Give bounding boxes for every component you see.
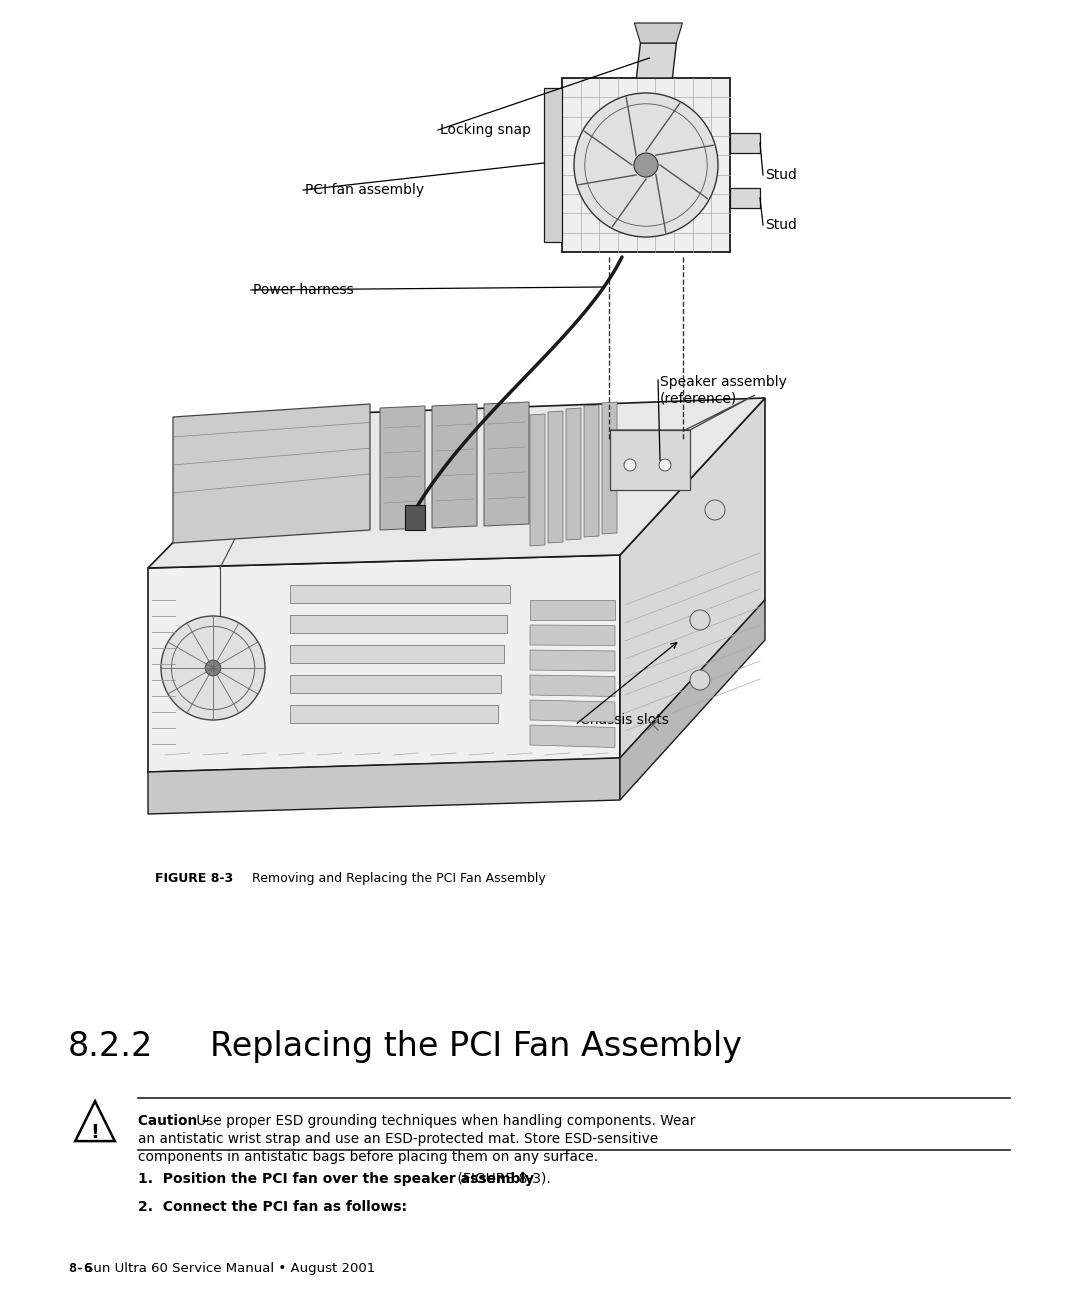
Polygon shape (548, 411, 563, 543)
Polygon shape (602, 402, 617, 534)
Polygon shape (405, 505, 426, 530)
Text: Power harness: Power harness (253, 283, 354, 297)
Circle shape (624, 459, 636, 470)
Polygon shape (530, 675, 615, 696)
Polygon shape (634, 23, 683, 43)
Text: Caution –: Caution – (138, 1115, 208, 1128)
Circle shape (705, 500, 725, 520)
Polygon shape (562, 78, 730, 251)
Polygon shape (730, 133, 760, 153)
Polygon shape (636, 43, 676, 78)
Polygon shape (291, 616, 507, 632)
Text: Stud: Stud (765, 218, 797, 232)
Text: an antistatic wrist strap and use an ESD-protected mat. Store ESD-sensitive: an antistatic wrist strap and use an ESD… (138, 1131, 658, 1146)
Text: Locking snap: Locking snap (440, 123, 531, 137)
Text: 8-6: 8-6 (68, 1262, 92, 1275)
Polygon shape (148, 555, 620, 772)
Polygon shape (291, 675, 501, 693)
Circle shape (634, 153, 658, 178)
Polygon shape (610, 395, 755, 435)
Text: Speaker assembly
(reference): Speaker assembly (reference) (660, 375, 787, 406)
Polygon shape (530, 724, 615, 748)
Circle shape (690, 670, 710, 689)
Polygon shape (610, 430, 690, 490)
Polygon shape (544, 88, 562, 242)
Circle shape (690, 610, 710, 630)
Polygon shape (530, 625, 615, 645)
Polygon shape (148, 398, 765, 568)
Polygon shape (148, 758, 620, 814)
Polygon shape (584, 404, 599, 537)
Polygon shape (173, 404, 370, 543)
Text: Replacing the PCI Fan Assembly: Replacing the PCI Fan Assembly (210, 1030, 742, 1063)
Polygon shape (380, 406, 426, 530)
Circle shape (161, 616, 265, 721)
Text: !: ! (91, 1122, 99, 1142)
Text: Use proper ESD grounding techniques when handling components. Wear: Use proper ESD grounding techniques when… (192, 1115, 696, 1128)
Text: 8.2.2: 8.2.2 (68, 1030, 153, 1063)
Text: Sun Ultra 60 Service Manual • August 2001: Sun Ultra 60 Service Manual • August 200… (68, 1262, 375, 1275)
Text: components in antistatic bags before placing them on any surface.: components in antistatic bags before pla… (138, 1150, 598, 1164)
Text: Removing and Replacing the PCI Fan Assembly: Removing and Replacing the PCI Fan Assem… (240, 872, 545, 885)
Text: FIGURE 8-3: FIGURE 8-3 (156, 872, 233, 885)
Polygon shape (530, 600, 615, 619)
Polygon shape (291, 705, 498, 723)
Circle shape (205, 660, 220, 675)
Polygon shape (530, 700, 615, 722)
Polygon shape (291, 645, 504, 664)
Polygon shape (530, 651, 615, 671)
Polygon shape (432, 404, 477, 527)
Polygon shape (484, 402, 529, 526)
Circle shape (573, 93, 718, 237)
Circle shape (659, 459, 671, 470)
Text: 1.  Position the PCI fan over the speaker assembly: 1. Position the PCI fan over the speaker… (138, 1172, 534, 1186)
Polygon shape (530, 413, 545, 546)
Text: Chassis slots: Chassis slots (580, 713, 669, 727)
Polygon shape (730, 188, 760, 207)
Polygon shape (620, 600, 765, 800)
Polygon shape (291, 584, 510, 603)
Polygon shape (566, 408, 581, 540)
Text: Stud: Stud (765, 168, 797, 181)
Polygon shape (620, 398, 765, 758)
Text: 2.  Connect the PCI fan as follows:: 2. Connect the PCI fan as follows: (138, 1200, 407, 1214)
Text: (FIGURE 8-3).: (FIGURE 8-3). (453, 1172, 551, 1186)
Text: PCI fan assembly: PCI fan assembly (305, 183, 424, 197)
